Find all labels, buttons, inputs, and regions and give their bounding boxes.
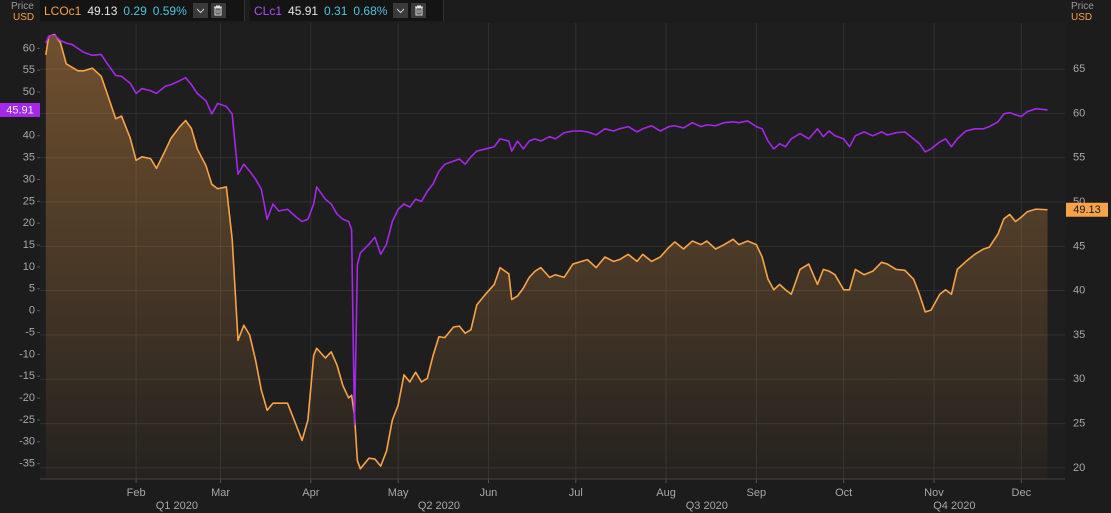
quote-bar: CLc1 45.91 0.31 0.68%: [250, 0, 444, 21]
y2-tick-label: 55: [1073, 152, 1085, 164]
net-change: 0.31: [324, 3, 348, 18]
y-tick-label: 25: [23, 195, 35, 207]
x-tick-label: Mar: [211, 487, 230, 499]
y-tick-label: 20: [23, 217, 35, 229]
axes: 6560555045403530252060555045403530252015…: [0, 42, 1108, 512]
series-line: [45, 33, 1048, 470]
y2-tick-label: 20: [1073, 462, 1085, 474]
x-period-label: Q1 2020: [156, 500, 198, 512]
y-tick-label: 40: [23, 130, 35, 142]
y-tick-label: -15: [19, 370, 35, 382]
y-tick-label: -30: [19, 436, 35, 448]
quote-bar: LCOc1 49.13 0.29 0.59%: [40, 0, 245, 21]
x-period-label: Q3 2020: [686, 500, 728, 512]
marks: [45, 33, 1048, 480]
y2-tick-label: 60: [1073, 107, 1085, 119]
x-tick-label: Feb: [127, 487, 146, 499]
y2-tick-label: 65: [1073, 63, 1085, 75]
x-tick-label: Jul: [569, 487, 583, 499]
x-period-label: Q4 2020: [933, 500, 975, 512]
delete-button[interactable]: [210, 3, 226, 18]
y-tick-label: 15: [23, 239, 35, 251]
y2-axis-label: Price: [1071, 1, 1094, 12]
dropdown-button[interactable]: [393, 3, 409, 18]
y-axis-label: Price: [11, 1, 34, 12]
y-unit: USD: [13, 12, 35, 23]
dropdown-button[interactable]: [192, 3, 208, 18]
x-tick-label: Jun: [480, 487, 498, 499]
pct-change: 0.59%: [152, 3, 187, 18]
delete-button[interactable]: [411, 3, 427, 18]
y-tick-label: 0: [29, 305, 35, 317]
y-tick-label: -25: [19, 414, 35, 426]
price-tag-label: 45.91: [6, 104, 34, 116]
price-tag: [0, 102, 40, 117]
series-area: [45, 34, 1048, 480]
x-tick-label: Aug: [656, 487, 676, 499]
y2-unit: USD: [1071, 12, 1093, 23]
x-tick-label: Nov: [924, 487, 944, 499]
y-tick-label: 60: [23, 42, 35, 54]
last-price: 49.13: [87, 3, 118, 18]
series-name: CLc1: [254, 3, 283, 18]
y2-tick-label: 35: [1073, 329, 1085, 341]
y-tick-label: 30: [23, 173, 35, 185]
y-tick-label: 5: [29, 283, 35, 295]
net-change: 0.29: [123, 3, 147, 18]
y-tick-label: 50: [23, 86, 35, 98]
y-tick-label: -10: [19, 348, 35, 360]
x-tick-label: Oct: [835, 487, 852, 499]
y2-tick-label: 40: [1073, 285, 1085, 297]
series-line: [45, 34, 1048, 426]
y-tick-label: 10: [23, 261, 35, 273]
y-tick-label: -20: [19, 392, 35, 404]
y2-tick-label: 30: [1073, 373, 1085, 385]
x-tick-label: Sep: [747, 487, 767, 499]
y2-tick-label: 45: [1073, 240, 1085, 252]
y-tick-label: -35: [19, 458, 35, 470]
pct-change: 0.68%: [353, 3, 388, 18]
series-name: LCOc1: [44, 3, 82, 18]
x-tick-label: Dec: [1012, 487, 1032, 499]
x-tick-label: May: [388, 487, 409, 499]
y-tick-label: 55: [23, 64, 35, 76]
y-tick-label: 35: [23, 152, 35, 164]
x-period-label: Q2 2020: [418, 500, 460, 512]
y2-tick-label: 25: [1073, 418, 1085, 430]
y-tick-label: -5: [25, 326, 35, 338]
x-tick-label: Apr: [302, 487, 319, 499]
last-price: 45.91: [288, 3, 319, 18]
price-tag: [1066, 202, 1108, 217]
price-tag-label: 49.13: [1073, 204, 1101, 216]
